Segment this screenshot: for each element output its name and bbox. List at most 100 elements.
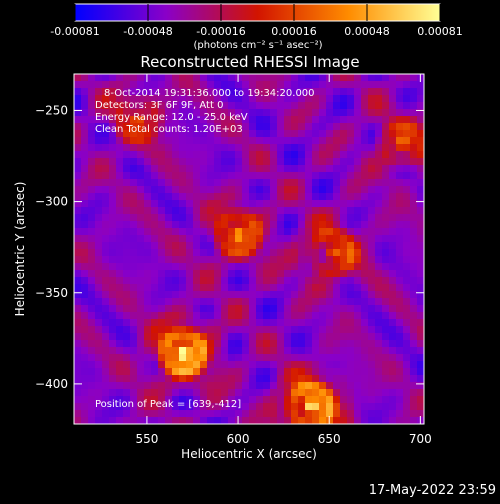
heatmap-cell <box>81 312 89 320</box>
heatmap-cell <box>214 417 222 424</box>
timestamp: 17-May-2022 23:59 <box>369 483 496 498</box>
heatmap-cell <box>277 109 285 117</box>
heatmap-cell <box>361 326 369 334</box>
heatmap-cell <box>102 270 110 278</box>
heatmap-cell <box>144 221 152 229</box>
heatmap-cell <box>165 158 173 166</box>
heatmap-cell <box>263 340 271 348</box>
heatmap-cell <box>74 151 82 159</box>
heatmap-cell <box>172 200 180 208</box>
heatmap-cell <box>214 123 222 131</box>
heatmap-cell <box>263 102 271 110</box>
heatmap-cell <box>144 137 152 145</box>
heatmap-cell <box>312 382 320 390</box>
heatmap-cell <box>298 326 306 334</box>
heatmap-cell <box>326 207 334 215</box>
heatmap-cell <box>284 347 292 355</box>
heatmap-cell <box>396 270 404 278</box>
heatmap-cell <box>200 284 208 292</box>
heatmap-cell <box>389 88 397 96</box>
heatmap-cell <box>396 158 404 166</box>
heatmap-cell <box>389 382 397 390</box>
heatmap-cell <box>95 263 103 271</box>
heatmap-cell <box>242 333 250 341</box>
heatmap-cell <box>151 277 159 285</box>
heatmap-cell <box>326 88 334 96</box>
heatmap-cell <box>130 102 138 110</box>
heatmap-cell <box>256 249 264 257</box>
heatmap-cell <box>389 396 397 404</box>
heatmap-cell <box>249 151 257 159</box>
heatmap-cell <box>410 130 418 138</box>
heatmap-cell <box>221 368 229 376</box>
heatmap-cell <box>298 74 306 82</box>
heatmap-cell <box>277 319 285 327</box>
heatmap-cell <box>291 291 299 299</box>
heatmap-cell <box>298 179 306 187</box>
heatmap-cell <box>186 165 194 173</box>
heatmap-cell <box>123 284 131 292</box>
heatmap-cell <box>410 88 418 96</box>
heatmap-cell <box>228 298 236 306</box>
heatmap-cell <box>249 193 257 201</box>
heatmap-cell <box>298 123 306 131</box>
heatmap-cell <box>284 333 292 341</box>
heatmap-cell <box>200 186 208 194</box>
heatmap-cell <box>109 186 117 194</box>
heatmap-cell <box>137 123 145 131</box>
heatmap-cell <box>263 410 271 418</box>
heatmap-cell <box>389 354 397 362</box>
heatmap-cell <box>214 95 222 103</box>
heatmap-cell <box>123 214 131 222</box>
heatmap-cell <box>256 200 264 208</box>
heatmap-cell <box>186 291 194 299</box>
heatmap-cell <box>319 263 327 271</box>
heatmap-cell <box>305 263 313 271</box>
heatmap-cell <box>284 179 292 187</box>
heatmap-cell <box>417 172 424 180</box>
heatmap-cell <box>137 333 145 341</box>
heatmap-cell <box>249 277 257 285</box>
heatmap-cell <box>312 298 320 306</box>
heatmap-cell <box>249 221 257 229</box>
heatmap-cell <box>340 116 348 124</box>
heatmap-cell <box>137 214 145 222</box>
heatmap-cell <box>193 375 201 383</box>
heatmap-cell <box>368 270 376 278</box>
heatmap-cell <box>312 214 320 222</box>
heatmap-cell <box>137 144 145 152</box>
heatmap-cell <box>340 74 348 82</box>
heatmap-cell <box>403 382 411 390</box>
chart-title: Reconstructed RHESSI Image <box>140 53 359 71</box>
heatmap-cell <box>200 88 208 96</box>
heatmap-cell <box>319 340 327 348</box>
heatmap-cell <box>214 172 222 180</box>
heatmap-cell <box>270 88 278 96</box>
heatmap-cell <box>417 179 424 187</box>
heatmap-cell <box>109 305 117 313</box>
heatmap-cell <box>277 368 285 376</box>
heatmap-cell <box>235 277 243 285</box>
heatmap-cell <box>186 193 194 201</box>
colorbar-tick-label: -0.00016 <box>196 25 245 38</box>
heatmap-cell <box>263 242 271 250</box>
heatmap-cell <box>151 207 159 215</box>
heatmap-cell <box>179 158 187 166</box>
heatmap-cell <box>186 319 194 327</box>
heatmap-cell <box>193 382 201 390</box>
heatmap-cell <box>396 375 404 383</box>
heatmap-cell <box>193 109 201 117</box>
heatmap-cell <box>144 151 152 159</box>
heatmap-cell <box>333 200 341 208</box>
heatmap-cell <box>256 410 264 418</box>
heatmap-cell <box>298 389 306 397</box>
heatmap-cell <box>151 403 159 411</box>
heatmap-cell <box>158 186 166 194</box>
heatmap-cell <box>172 165 180 173</box>
heatmap-cell <box>109 284 117 292</box>
heatmap-cell <box>109 340 117 348</box>
heatmap-cell <box>396 137 404 145</box>
heatmap-cell <box>270 74 278 82</box>
heatmap-cell <box>389 186 397 194</box>
heatmap-cell <box>95 312 103 320</box>
